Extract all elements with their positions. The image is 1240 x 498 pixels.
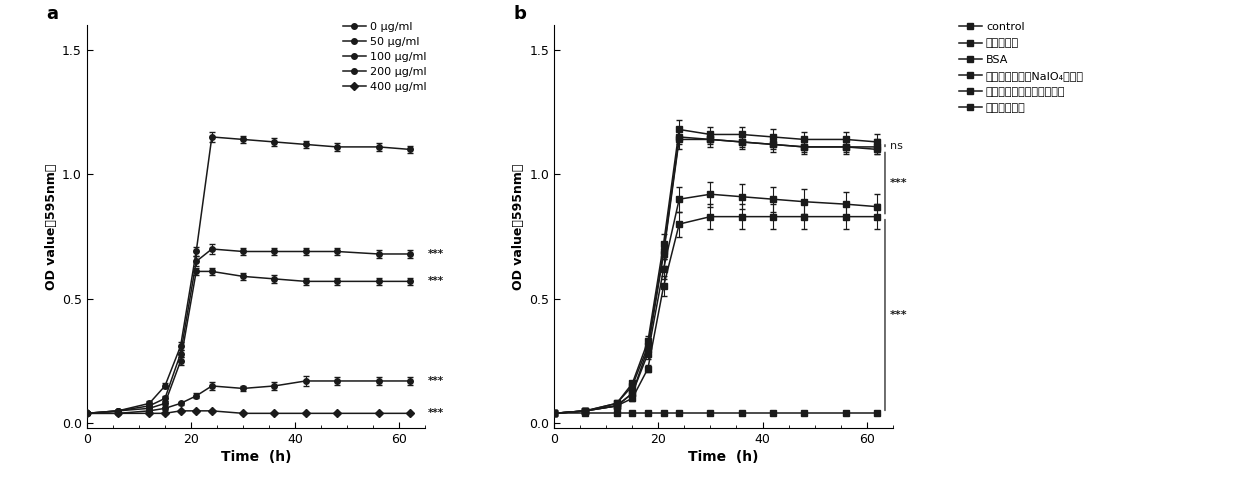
Text: ***: *** — [428, 376, 444, 386]
Text: ***: *** — [890, 310, 908, 320]
Text: ***: *** — [428, 249, 444, 259]
Y-axis label: OD value（595nm）: OD value（595nm） — [512, 163, 525, 290]
Text: a: a — [46, 4, 58, 23]
Text: b: b — [513, 4, 527, 23]
X-axis label: Time  (h): Time (h) — [221, 450, 291, 464]
Y-axis label: OD value（595nm）: OD value（595nm） — [45, 163, 58, 290]
Legend: control, 唤液酸单体, BSA, 去唤液酸蛋白（NaIO₄氧化）, 去唤液酸蛋白（唤液酸酶）, 唤液酸糖蛋白: control, 唤液酸单体, BSA, 去唤液酸蛋白（NaIO₄氧化）, 去唤… — [960, 22, 1084, 113]
Text: ***: *** — [890, 178, 908, 188]
Text: ***: *** — [428, 276, 444, 286]
Text: ns: ns — [890, 140, 903, 151]
X-axis label: Time  (h): Time (h) — [688, 450, 759, 464]
Text: ***: *** — [428, 408, 444, 418]
Legend: 0 μg/ml, 50 μg/ml, 100 μg/ml, 200 μg/ml, 400 μg/ml: 0 μg/ml, 50 μg/ml, 100 μg/ml, 200 μg/ml,… — [343, 22, 427, 93]
